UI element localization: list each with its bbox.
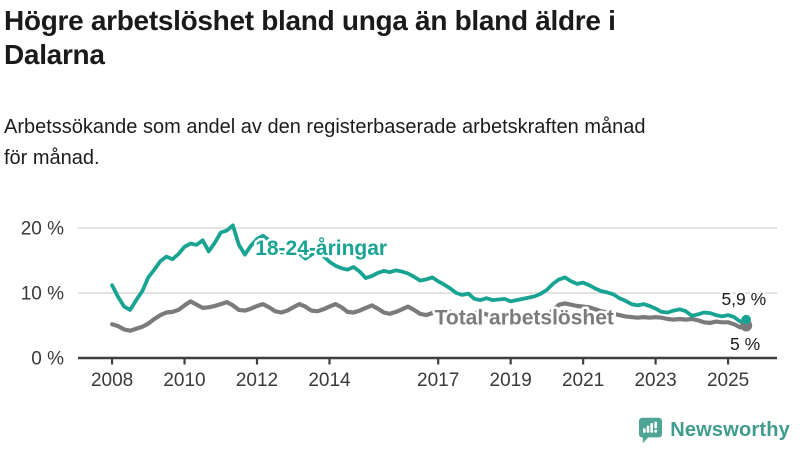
x-tick-label: 2017 <box>417 370 459 391</box>
x-tick-label: 2014 <box>308 370 351 391</box>
newsworthy-logo-icon <box>639 417 663 444</box>
series-label-1: Total arbetslöshet <box>435 307 614 330</box>
x-tick-label: 2019 <box>490 370 532 391</box>
x-tick-label: 2010 <box>163 370 205 391</box>
x-tick-label: 2025 <box>707 370 749 391</box>
x-tick-label: 2008 <box>91 370 133 391</box>
y-tick-label: 0 % <box>31 349 64 370</box>
end-value-label-youth: 5,9 % <box>721 289 766 309</box>
page-subtitle: Arbetssökande som andel av den registerb… <box>4 112 800 174</box>
bar-small <box>643 428 646 433</box>
y-tick-label: 10 % <box>21 284 64 305</box>
page-title-line2: Dalarna <box>4 39 105 70</box>
x-tick-label: 2023 <box>634 370 676 391</box>
bar-tall <box>650 423 654 433</box>
page-subtitle-line2: för månad. <box>4 147 100 169</box>
page-subtitle-line1: Arbetssökande som andel av den registerb… <box>4 116 646 138</box>
newsworthy-logo-text: Newsworthy <box>670 419 790 441</box>
end-value-label-total: 5 % <box>730 334 760 354</box>
series-line-youth <box>110 223 749 324</box>
x-tick-label: 2012 <box>236 370 278 391</box>
page-title-line1: Högre arbetslöshet bland unga än bland ä… <box>4 5 616 36</box>
end-dot-youth <box>741 314 751 325</box>
x-tick-label: 2021 <box>562 370 604 391</box>
newsworthy-logo: Newsworthy <box>638 417 790 444</box>
bar-medium <box>646 425 650 433</box>
exclamation-bar <box>654 421 658 429</box>
series-line-total <box>109 299 749 333</box>
exclamation-dot <box>654 429 658 433</box>
y-tick-label: 20 % <box>21 219 64 240</box>
series-label-0: 18-24-åringar <box>255 237 387 260</box>
page-title: Högre arbetslöshet bland unga än bland ä… <box>4 4 764 72</box>
